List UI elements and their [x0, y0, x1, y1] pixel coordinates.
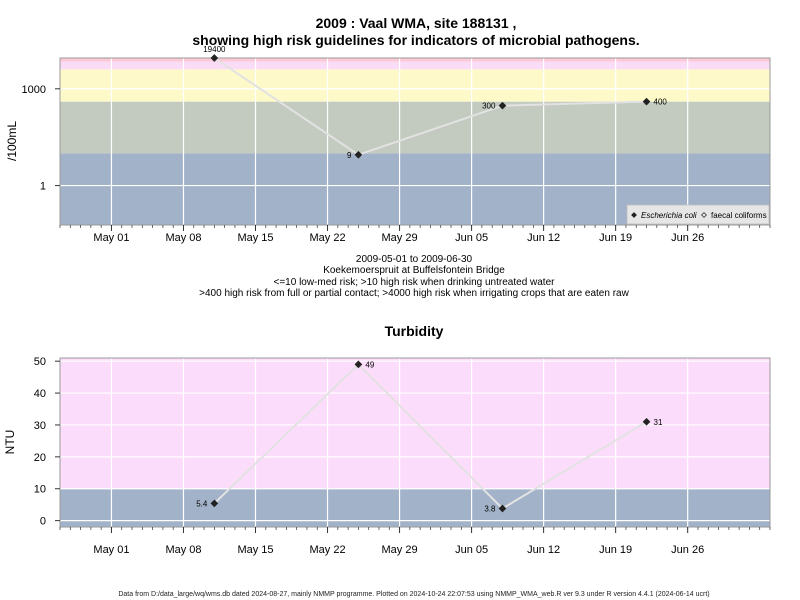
chart1-ytick-label-1: 1000 [22, 84, 46, 96]
chart1-xtick-label-0: May 01 [93, 232, 129, 244]
chart1-xtick-label-3: May 22 [309, 232, 345, 244]
chart2-plot-border [59, 357, 771, 528]
chart1-point-0 [210, 54, 219, 62]
chart2-ytick-label-1: 10 [34, 484, 46, 496]
chart1-series-line-0 [213, 57, 647, 156]
chart2-band-0 [60, 488, 770, 527]
chart2-plot: May 01 May 08 May 15 May 22 May 29 Jun 05 Jun … [3, 356, 771, 556]
chart2-ytick-label-5: 50 [34, 356, 46, 368]
chart1-xtick-label-1: May 08 [165, 232, 201, 244]
legend-marker-0 [631, 212, 637, 218]
chart1-plot: May 01 May 08 May 15 May 22 May 29 Jun 05 Jun … [5, 45, 771, 244]
chart2-ylabel: NTU [3, 430, 17, 455]
chart1-band-4 [60, 58, 770, 62]
chart2-ytick-label-4: 40 [34, 388, 46, 400]
caption-line-1: 2009-05-01 to 2009-06-30 [356, 254, 473, 265]
chart2-data-label-2: 3.8 [484, 505, 496, 514]
legend-label-0: Escherichia coli [641, 211, 697, 220]
chart1-point-2 [498, 101, 507, 110]
chart1-xtick-label-5: Jun 05 [455, 232, 488, 244]
footer-note: Data from D:/data_large/wq/wms.db dated … [118, 591, 709, 598]
chart1-plot-border [59, 57, 771, 226]
chart2-ytick-label-0: 0 [40, 516, 46, 528]
chart2-xtick-label-4: May 29 [382, 544, 418, 556]
chart1-band-2 [60, 69, 770, 102]
chart2-data-label-3: 31 [654, 418, 663, 427]
chart1-xtick-label-4: May 29 [382, 232, 418, 244]
chart1-title: 2009 : Vaal WMA, site 188131 , [316, 15, 517, 31]
chart1-data-label-0: 19400 [203, 45, 226, 54]
chart1-point-1 [354, 150, 363, 159]
chart2-point-1 [354, 360, 363, 369]
chart1-data-label-2: 300 [482, 102, 496, 111]
chart2-series-line-0 [213, 362, 648, 510]
chart1-xtick-label-8: Jun 26 [671, 232, 704, 244]
chart2-xtick-label-2: May 15 [237, 544, 273, 556]
caption-line-3: <=10 low-med risk; >10 high risk when dr… [274, 277, 556, 288]
chart2-xtick-label-7: Jun 19 [599, 544, 632, 556]
chart2-ytick-label-2: 20 [34, 452, 46, 464]
chart1-data-label-3: 400 [654, 98, 668, 107]
chart1-subtitle: showing high risk guidelines for indicat… [192, 32, 639, 48]
chart2-xtick-label-3: May 22 [309, 544, 345, 556]
chart2-data-label-0: 5.4 [196, 499, 208, 508]
legend-box [626, 204, 770, 225]
chart1-band-3 [60, 61, 770, 70]
chart2-point-3 [642, 417, 651, 426]
legend-marker-1 [701, 212, 707, 218]
chart2-xtick-label-6: Jun 12 [527, 544, 560, 556]
chart2-xtick-label-1: May 08 [165, 544, 201, 556]
chart2-point-2 [498, 504, 507, 513]
chart1-xtick-label-6: Jun 12 [527, 232, 560, 244]
chart2-ytick-label-3: 30 [34, 420, 46, 432]
chart1-ylabel: /100mL [5, 121, 19, 161]
chart2-data-label-1: 49 [365, 360, 374, 369]
caption-line-2: Koekemoerspruit at Buffelsfontein Bridge [323, 265, 505, 276]
chart1-point-3 [642, 97, 651, 106]
chart1-data-label-1: 9 [347, 151, 352, 160]
legend-label-1: faecal coliforms [711, 211, 767, 220]
chart2-band-1 [60, 358, 770, 489]
chart2-xtick-label-8: Jun 26 [671, 544, 704, 556]
chart1-xtick-label-2: May 15 [237, 232, 273, 244]
chart1-band-1 [60, 101, 770, 154]
chart2-point-0 [210, 499, 219, 508]
chart2-xtick-label-5: Jun 05 [455, 544, 488, 556]
chart2-title: Turbidity [385, 323, 444, 339]
chart1-ytick-label-0: 1 [40, 181, 46, 193]
caption-line-4: >400 high risk from full or partial cont… [199, 288, 629, 299]
chart2-xtick-label-0: May 01 [93, 544, 129, 556]
chart1-xtick-label-7: Jun 19 [599, 232, 632, 244]
